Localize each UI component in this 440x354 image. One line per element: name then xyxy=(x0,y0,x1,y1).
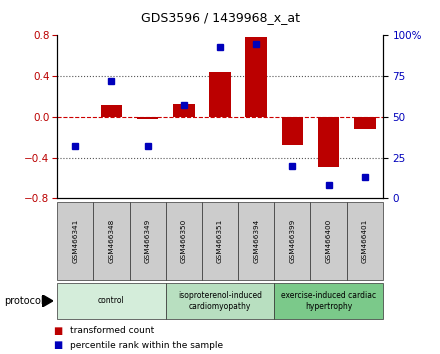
Bar xyxy=(354,117,376,129)
Polygon shape xyxy=(42,295,53,307)
Bar xyxy=(173,104,194,117)
Bar xyxy=(246,38,267,117)
Bar xyxy=(101,105,122,117)
Text: GSM466400: GSM466400 xyxy=(326,218,331,263)
Bar xyxy=(209,72,231,117)
Text: GSM466348: GSM466348 xyxy=(109,218,114,263)
Bar xyxy=(137,117,158,119)
Text: transformed count: transformed count xyxy=(70,326,154,336)
Text: GSM466341: GSM466341 xyxy=(72,218,78,263)
Text: percentile rank within the sample: percentile rank within the sample xyxy=(70,341,224,350)
Text: protocol: protocol xyxy=(4,296,44,306)
Text: ■: ■ xyxy=(53,326,62,336)
Text: control: control xyxy=(98,296,125,306)
Text: exercise-induced cardiac
hypertrophy: exercise-induced cardiac hypertrophy xyxy=(281,291,376,310)
Text: GDS3596 / 1439968_x_at: GDS3596 / 1439968_x_at xyxy=(140,11,300,24)
Text: GSM466349: GSM466349 xyxy=(145,218,150,263)
Text: GSM466351: GSM466351 xyxy=(217,218,223,263)
Text: GSM466399: GSM466399 xyxy=(290,218,295,263)
Text: isoproterenol-induced
cardiomyopathy: isoproterenol-induced cardiomyopathy xyxy=(178,291,262,310)
Text: GSM466401: GSM466401 xyxy=(362,218,368,263)
Bar xyxy=(282,117,303,145)
Text: GSM466394: GSM466394 xyxy=(253,218,259,263)
Text: ■: ■ xyxy=(53,340,62,350)
Text: GSM466350: GSM466350 xyxy=(181,218,187,263)
Bar xyxy=(318,117,339,167)
